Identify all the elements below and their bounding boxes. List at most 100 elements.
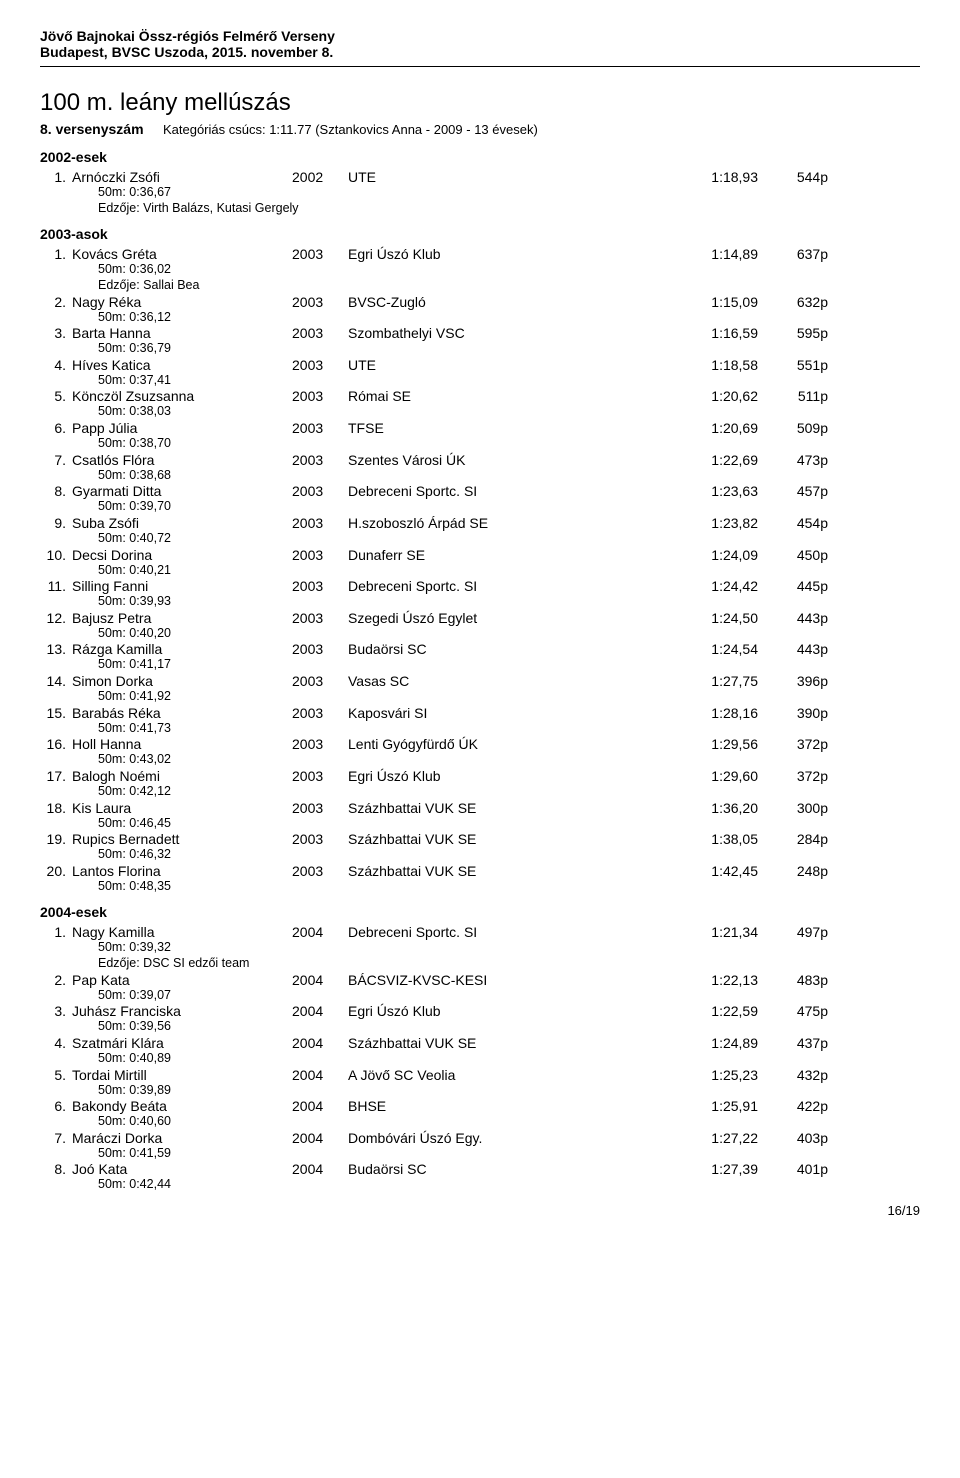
place-cell: 18.: [40, 800, 72, 816]
time-cell: 1:28,16: [628, 705, 758, 721]
results-container: 2002-esek1.Arnóczki Zsófi2002UTE1:18,935…: [40, 149, 920, 1193]
result-row: 5.Könczöl Zsuzsanna2003Római SE1:20,6251…: [40, 388, 920, 404]
split-row: 50m: 0:41,92: [40, 689, 920, 705]
result-row: 7.Csatlós Flóra2003Szentes Városi ÚK1:22…: [40, 452, 920, 468]
result-row: 4.Szatmári Klára2004Százhbattai VUK SE1:…: [40, 1035, 920, 1051]
result-row: 6.Bakondy Beáta2004BHSE1:25,91422p: [40, 1098, 920, 1114]
points-cell: 248p: [758, 863, 828, 879]
points-cell: 437p: [758, 1035, 828, 1051]
time-cell: 1:27,22: [628, 1130, 758, 1146]
club-cell: BHSE: [348, 1098, 628, 1114]
time-cell: 1:20,62: [628, 388, 758, 404]
name-cell: Tordai Mirtill: [72, 1067, 292, 1083]
split-row: 50m: 0:39,32: [40, 940, 920, 956]
header-line-2: Budapest, BVSC Uszoda, 2015. november 8.: [40, 44, 920, 60]
points-cell: 544p: [758, 169, 828, 185]
year-cell: 2004: [292, 1067, 348, 1083]
year-cell: 2003: [292, 483, 348, 499]
time-cell: 1:21,34: [628, 924, 758, 940]
time-cell: 1:24,54: [628, 641, 758, 657]
split-row: 50m: 0:38,03: [40, 404, 920, 420]
place-cell: 8.: [40, 483, 72, 499]
points-cell: 403p: [758, 1130, 828, 1146]
result-row: 20.Lantos Florina2003Százhbattai VUK SE1…: [40, 863, 920, 879]
name-cell: Rázga Kamilla: [72, 641, 292, 657]
split-row: 50m: 0:41,73: [40, 721, 920, 737]
time-cell: 1:24,50: [628, 610, 758, 626]
club-cell: H.szoboszló Árpád SE: [348, 515, 628, 531]
name-cell: Csatlós Flóra: [72, 452, 292, 468]
place-cell: 1.: [40, 924, 72, 940]
result-row: 4.Híves Katica2003UTE1:18,58551p: [40, 357, 920, 373]
name-cell: Bakondy Beáta: [72, 1098, 292, 1114]
points-cell: 372p: [758, 736, 828, 752]
place-cell: 6.: [40, 420, 72, 436]
result-row: 8.Gyarmati Ditta2003Debreceni Sportc. SI…: [40, 483, 920, 499]
name-cell: Nagy Réka: [72, 294, 292, 310]
club-cell: UTE: [348, 357, 628, 373]
split-row: 50m: 0:48,35: [40, 879, 920, 895]
name-cell: Decsi Dorina: [72, 547, 292, 563]
club-cell: Dombóvári Úszó Egy.: [348, 1130, 628, 1146]
time-cell: 1:20,69: [628, 420, 758, 436]
year-cell: 2003: [292, 294, 348, 310]
result-row: 2.Pap Kata2004BÁCSVIZ-KVSC-KESI1:22,1348…: [40, 972, 920, 988]
time-cell: 1:25,23: [628, 1067, 758, 1083]
year-cell: 2003: [292, 705, 348, 721]
time-cell: 1:16,59: [628, 325, 758, 341]
split-row: 50m: 0:38,68: [40, 468, 920, 484]
points-cell: 509p: [758, 420, 828, 436]
split-row: 50m: 0:42,44: [40, 1177, 920, 1193]
time-cell: 1:15,09: [628, 294, 758, 310]
split-row: 50m: 0:41,59: [40, 1146, 920, 1162]
name-cell: Kovács Gréta: [72, 246, 292, 262]
split-row: 50m: 0:39,56: [40, 1019, 920, 1035]
result-row: 1.Nagy Kamilla2004Debreceni Sportc. SI1:…: [40, 924, 920, 940]
year-cell: 2003: [292, 673, 348, 689]
club-cell: Egri Úszó Klub: [348, 1003, 628, 1019]
coach-row: Edzője: Virth Balázs, Kutasi Gergely: [40, 201, 920, 217]
year-cell: 2004: [292, 1130, 348, 1146]
result-row: 1.Arnóczki Zsófi2002UTE1:18,93544p: [40, 169, 920, 185]
year-cell: 2003: [292, 831, 348, 847]
club-cell: Százhbattai VUK SE: [348, 863, 628, 879]
points-cell: 511p: [758, 388, 828, 404]
split-row: 50m: 0:40,72: [40, 531, 920, 547]
place-cell: 12.: [40, 610, 72, 626]
points-cell: 457p: [758, 483, 828, 499]
page-number: 16/19: [40, 1203, 920, 1218]
time-cell: 1:24,09: [628, 547, 758, 563]
name-cell: Holl Hanna: [72, 736, 292, 752]
points-cell: 390p: [758, 705, 828, 721]
split-row: 50m: 0:36,67: [40, 185, 920, 201]
name-cell: Balogh Noémi: [72, 768, 292, 784]
year-cell: 2002: [292, 169, 348, 185]
name-cell: Rupics Bernadett: [72, 831, 292, 847]
points-cell: 497p: [758, 924, 828, 940]
split-row: 50m: 0:46,32: [40, 847, 920, 863]
club-cell: Szentes Városi ÚK: [348, 452, 628, 468]
year-cell: 2003: [292, 800, 348, 816]
event-number: 8. versenyszám: [40, 121, 144, 137]
place-cell: 15.: [40, 705, 72, 721]
name-cell: Maráczi Dorka: [72, 1130, 292, 1146]
result-row: 6.Papp Júlia2003TFSE1:20,69509p: [40, 420, 920, 436]
place-cell: 17.: [40, 768, 72, 784]
club-cell: Egri Úszó Klub: [348, 768, 628, 784]
time-cell: 1:18,58: [628, 357, 758, 373]
points-cell: 422p: [758, 1098, 828, 1114]
club-cell: BÁCSVIZ-KVSC-KESI: [348, 972, 628, 988]
name-cell: Bajusz Petra: [72, 610, 292, 626]
place-cell: 5.: [40, 1067, 72, 1083]
split-row: 50m: 0:36,79: [40, 341, 920, 357]
time-cell: 1:27,39: [628, 1161, 758, 1177]
name-cell: Simon Dorka: [72, 673, 292, 689]
place-cell: 3.: [40, 1003, 72, 1019]
place-cell: 9.: [40, 515, 72, 531]
header-rule: [40, 66, 920, 67]
place-cell: 8.: [40, 1161, 72, 1177]
year-cell: 2003: [292, 388, 348, 404]
event-subtitle: 8. versenyszám Kategóriás csúcs: 1:11.77…: [40, 121, 920, 137]
points-cell: 632p: [758, 294, 828, 310]
points-cell: 284p: [758, 831, 828, 847]
